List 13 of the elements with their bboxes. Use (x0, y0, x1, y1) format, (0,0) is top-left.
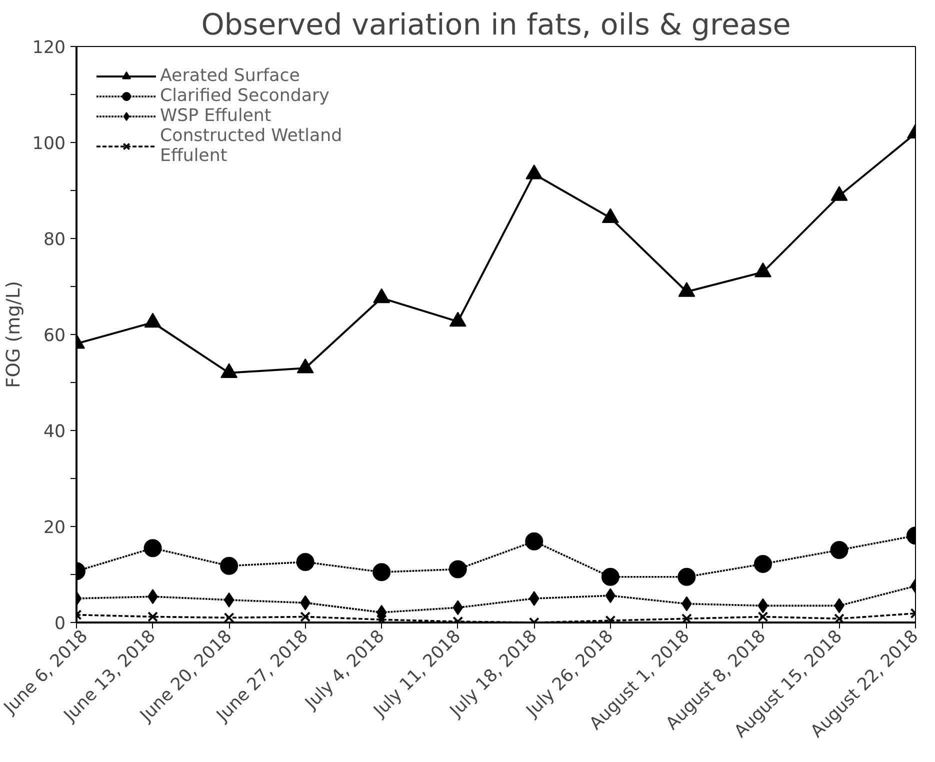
y-tick-label: 0 (54, 614, 66, 634)
y-tick-label: 80 (43, 230, 66, 250)
y-tick-label: 40 (43, 422, 66, 442)
y-tick-label: 60 (43, 326, 66, 346)
legend-label: Aerated Surface (160, 66, 300, 86)
legend-label: Clarified Secondary (160, 86, 330, 106)
chart-title: Observed variation in fats, oils & grease (201, 8, 791, 42)
legend-label: Constructed Wetland Effulent (160, 126, 342, 166)
y-tick-label: 20 (43, 518, 66, 538)
legend-label: WSP Effulent (160, 106, 272, 126)
y-tick-label: 120 (32, 38, 66, 58)
y-tick-label: 100 (32, 134, 66, 154)
y-axis-title: FOG (mg/L) (3, 280, 24, 388)
